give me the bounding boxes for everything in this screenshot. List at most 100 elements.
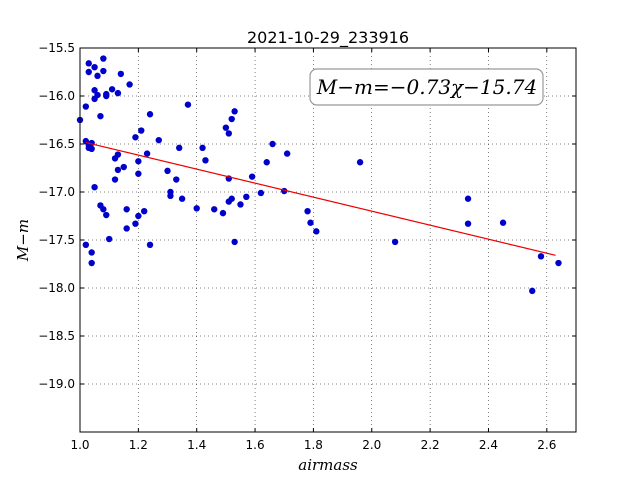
data-point (219, 209, 227, 217)
data-point (88, 249, 95, 256)
data-point (103, 90, 110, 98)
data-point (143, 150, 151, 157)
x-tick-label: 1.2 (129, 438, 148, 452)
data-point (97, 112, 104, 120)
data-point (88, 145, 95, 152)
x-tick-label: 1.0 (70, 438, 89, 452)
data-point (155, 136, 162, 144)
data-point (391, 238, 399, 246)
data-point (140, 208, 148, 215)
data-point (114, 151, 122, 158)
data-point (307, 219, 314, 226)
data-point (88, 259, 95, 267)
data-point (114, 89, 122, 97)
data-point (126, 81, 133, 88)
data-point (263, 159, 270, 166)
data-point (202, 157, 209, 164)
data-point (91, 87, 98, 94)
y-tick-label: −17.0 (38, 185, 75, 199)
data-point (82, 103, 90, 110)
data-point (231, 108, 238, 115)
data-point (237, 201, 244, 208)
data-point (499, 219, 507, 226)
data-point (123, 225, 130, 232)
fit-line (85, 141, 556, 256)
data-point (117, 70, 125, 78)
fit-annotation-box: M−m=−0.73χ−15.74 (309, 68, 544, 106)
y-tick-label: −16.5 (38, 137, 75, 151)
data-point (85, 68, 92, 76)
y-tick-label: −16.0 (38, 89, 75, 103)
data-point (114, 166, 122, 174)
data-point (529, 287, 536, 295)
data-point (85, 60, 92, 67)
y-axis-label: M−m (14, 219, 32, 262)
chart-title: 2021-10-29_233916 (247, 28, 409, 48)
annotation-box (309, 68, 544, 106)
data-point (146, 241, 154, 248)
x-tick-label: 1.6 (246, 438, 265, 452)
data-point (146, 111, 154, 118)
y-tick-label: −17.5 (38, 233, 75, 247)
x-tick-label: 1.4 (187, 438, 206, 452)
data-point (120, 163, 127, 171)
data-point (248, 173, 256, 180)
data-point (82, 241, 90, 248)
data-point (164, 167, 171, 175)
data-point (464, 195, 472, 202)
data-point (138, 127, 145, 134)
data-point (193, 205, 200, 212)
y-tick-label: −19.0 (38, 377, 75, 391)
data-point (108, 86, 116, 93)
data-point (100, 206, 107, 213)
data-point (356, 159, 364, 166)
data-point (135, 158, 142, 165)
data-point (184, 101, 192, 108)
data-point (231, 238, 238, 246)
data-point (222, 124, 230, 131)
data-point (211, 206, 218, 213)
data-point (555, 259, 562, 267)
data-point (123, 206, 130, 213)
data-point (100, 55, 107, 62)
data-point (176, 144, 183, 152)
data-point (132, 134, 139, 141)
fit-equation: M−m=−0.73χ−15.74 (316, 75, 537, 99)
data-point (135, 170, 142, 177)
x-tick-label: 2.4 (479, 438, 498, 452)
data-point (537, 253, 545, 260)
x-tick-label: 1.8 (304, 438, 323, 452)
data-point (91, 63, 98, 71)
data-point (283, 150, 291, 157)
data-point (228, 115, 235, 123)
data-points (76, 55, 562, 295)
y-tick-label: −15.5 (38, 41, 75, 55)
x-axis-label: airmass (298, 456, 358, 474)
data-point (257, 189, 265, 197)
data-point (94, 72, 101, 80)
data-point (173, 176, 180, 183)
data-point (178, 195, 186, 202)
data-point (464, 220, 472, 227)
y-tick-label: −18.0 (38, 281, 75, 295)
data-point (111, 176, 119, 183)
data-point (228, 195, 235, 202)
data-point (269, 140, 276, 148)
axis-ticks: 1.0 1.2 1.4 1.6 1.8 2.0 2.2 2.4 2.6 −15.5 −16.0 −16… (38, 41, 576, 452)
data-point (94, 91, 101, 99)
data-point (91, 184, 98, 191)
data-point (105, 235, 113, 243)
data-point (313, 228, 320, 235)
data-point (243, 193, 250, 200)
data-point (167, 188, 174, 196)
x-tick-label: 2.0 (362, 438, 381, 452)
y-tick-label: −18.5 (38, 329, 75, 343)
data-point (132, 220, 139, 227)
data-point (304, 208, 311, 215)
x-tick-label: 2.6 (537, 438, 556, 452)
data-point (225, 130, 232, 137)
data-point (100, 67, 107, 75)
x-tick-label: 2.2 (421, 438, 440, 452)
data-point (199, 144, 206, 152)
